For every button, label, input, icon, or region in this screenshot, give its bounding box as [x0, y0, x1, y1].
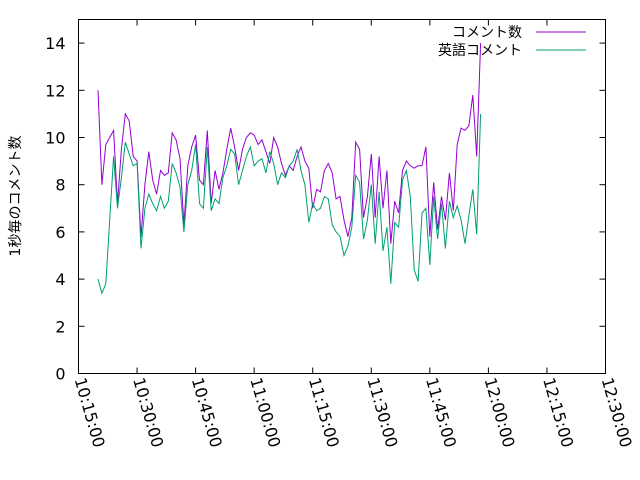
x-tick-label: 11:15:00: [305, 375, 343, 449]
y-tick-label: 10: [45, 129, 65, 148]
legend-label: コメント数: [452, 25, 522, 41]
legend-label: 英語コメント: [438, 42, 522, 59]
x-tick-label: 10:45:00: [188, 375, 226, 449]
axis-ticks: [78, 19, 606, 374]
x-tick-label: 10:30:00: [129, 375, 167, 449]
series-line-0: [97, 43, 482, 244]
y-tick-label: 4: [55, 270, 65, 289]
series-layer: [97, 43, 482, 295]
x-tick-label: 12:30:00: [598, 375, 636, 449]
y-tick-label: 14: [45, 34, 65, 53]
plot-frame: [78, 19, 606, 374]
x-tick-label: 12:15:00: [539, 375, 577, 449]
x-tick-label: 12:00:00: [481, 375, 519, 449]
y-tick-label: 0: [55, 365, 65, 384]
x-tick-label: 11:00:00: [246, 375, 284, 449]
x-tick-label: 11:30:00: [363, 375, 401, 449]
series-line-1: [97, 113, 482, 295]
x-tick-label: 11:45:00: [422, 375, 460, 449]
y-tick-label: 6: [55, 223, 65, 242]
x-tick-label: 10:15:00: [71, 375, 109, 449]
y-tick-label: 2: [55, 317, 65, 336]
y-tick-label: 12: [45, 81, 65, 100]
y-tick-label: 8: [55, 176, 65, 195]
y-axis-label: 1秒毎のコメント数: [8, 136, 24, 257]
axis-tick-labels: 0 2 4 6 8 10 12 14 10:15:00 10:30:00 10:45:00 11:00…: [45, 34, 636, 450]
